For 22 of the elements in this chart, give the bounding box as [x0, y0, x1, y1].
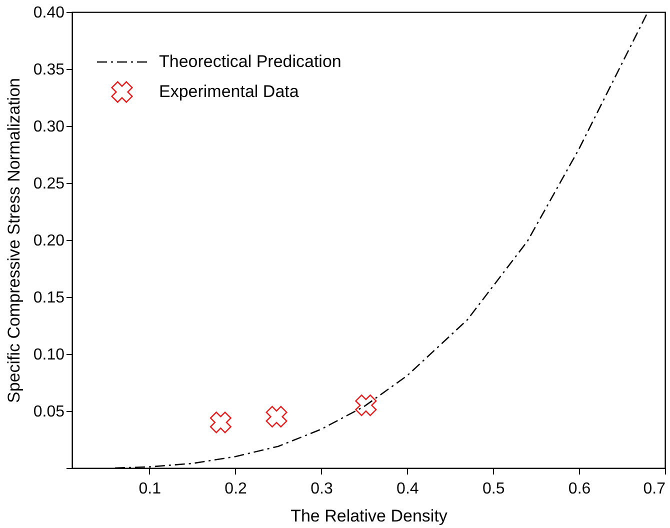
x-tick-label: 0.5 [482, 480, 505, 498]
y-tick-label: 0.15 [33, 290, 65, 306]
x-axis-title: The Relative Density [290, 506, 448, 526]
y-tick-label: 0.35 [33, 62, 65, 78]
legend-label: Experimental Data [159, 82, 300, 101]
x-tick-label: 0.1 [138, 480, 162, 498]
y-axis-title: Specific Compressive Stress Normalization [4, 78, 24, 403]
point [266, 406, 288, 428]
y-tick-label: 0.05 [33, 404, 65, 420]
y-tick-label: 0.30 [33, 118, 65, 136]
y-tick-label: 0.25 [33, 176, 65, 192]
x-tick-label: 0.4 [396, 480, 419, 498]
x-tick-label: 0.6 [568, 480, 591, 498]
x-tick-label: 0.2 [224, 480, 248, 498]
legend-label: Theorectical Predication [159, 52, 342, 71]
x-tick-label: 0.3 [310, 480, 333, 498]
point [355, 394, 377, 416]
x-tick-label: 0.7 [643, 480, 666, 498]
y-tick-label: 0.10 [33, 346, 65, 364]
y-tick-label: 0.20 [33, 232, 65, 250]
y-tick-label: 0.40 [33, 4, 65, 22]
point [210, 412, 232, 434]
